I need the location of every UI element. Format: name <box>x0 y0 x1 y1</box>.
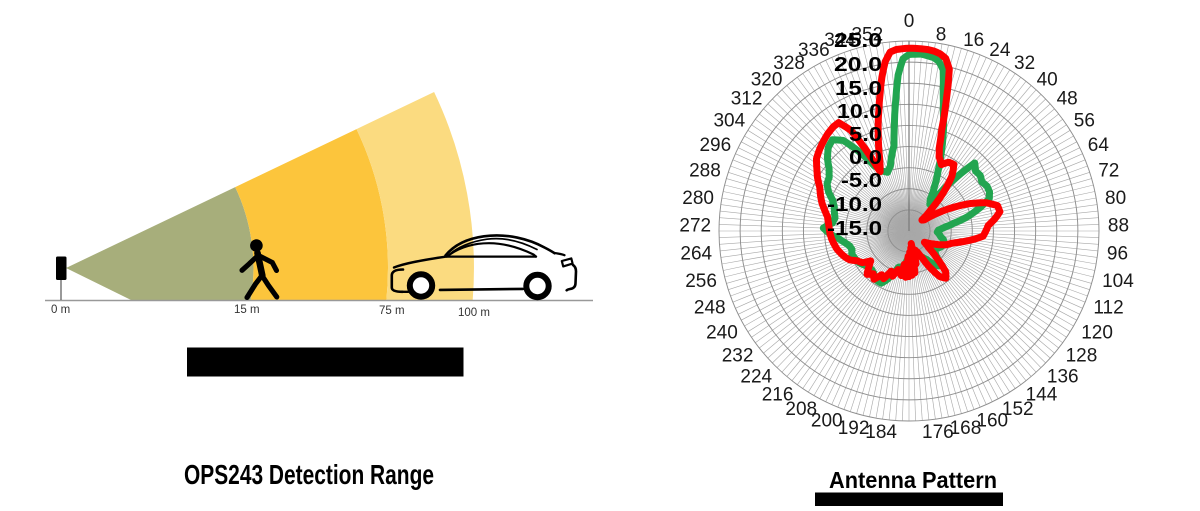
svg-text:64: 64 <box>1088 135 1110 156</box>
svg-text:280: 280 <box>682 188 714 209</box>
svg-text:136: 136 <box>1047 366 1079 387</box>
svg-text:240: 240 <box>706 323 738 344</box>
svg-text:152: 152 <box>1002 399 1034 420</box>
svg-text:75 m: 75 m <box>379 305 405 317</box>
svg-text:184: 184 <box>865 422 897 443</box>
svg-text:OPS243 Detection Range: OPS243 Detection Range <box>184 459 434 490</box>
svg-text:32: 32 <box>1014 53 1035 74</box>
svg-text:-15.0: -15.0 <box>827 218 882 240</box>
svg-text:5.0: 5.0 <box>849 124 882 146</box>
svg-text:-10.0: -10.0 <box>827 194 882 216</box>
svg-text:248: 248 <box>694 297 726 318</box>
svg-text:-5.0: -5.0 <box>841 170 882 192</box>
svg-text:208: 208 <box>785 399 817 420</box>
svg-text:224: 224 <box>740 366 772 387</box>
svg-text:100 m: 100 m <box>458 307 490 319</box>
svg-text:112: 112 <box>1093 297 1123 318</box>
svg-text:312: 312 <box>731 89 763 110</box>
svg-text:304: 304 <box>713 111 745 132</box>
svg-text:144: 144 <box>1026 384 1058 405</box>
svg-text:15.0: 15.0 <box>835 78 882 100</box>
svg-text:320: 320 <box>751 69 783 90</box>
svg-text:72: 72 <box>1098 161 1119 182</box>
svg-text:344: 344 <box>824 30 856 51</box>
svg-text:296: 296 <box>699 135 731 156</box>
svg-text:168: 168 <box>950 418 982 439</box>
svg-text:0.0: 0.0 <box>849 147 882 169</box>
svg-text:10.0: 10.0 <box>837 101 882 123</box>
svg-text:40: 40 <box>1037 69 1058 90</box>
svg-text:288: 288 <box>689 161 721 182</box>
svg-text:264: 264 <box>680 243 712 264</box>
svg-text:192: 192 <box>838 418 870 439</box>
svg-text:256: 256 <box>685 271 717 292</box>
svg-text:20.0: 20.0 <box>834 54 882 76</box>
svg-text:120: 120 <box>1081 323 1113 344</box>
svg-text:0 m: 0 m <box>51 304 70 316</box>
svg-text:88: 88 <box>1108 216 1129 237</box>
svg-text:328: 328 <box>773 53 805 74</box>
svg-text:Antenna Pattern: Antenna Pattern <box>829 467 997 493</box>
svg-text:80: 80 <box>1105 188 1126 209</box>
svg-text:160: 160 <box>976 410 1008 431</box>
svg-text:16: 16 <box>963 30 984 51</box>
svg-text:272: 272 <box>679 216 711 237</box>
svg-text:232: 232 <box>722 346 754 367</box>
svg-text:104: 104 <box>1102 271 1134 292</box>
svg-text:96: 96 <box>1107 243 1128 264</box>
svg-text:200: 200 <box>811 410 843 431</box>
svg-text:25.0: 25.0 <box>834 30 882 52</box>
svg-text:0: 0 <box>904 11 915 32</box>
svg-text:352: 352 <box>851 24 883 45</box>
svg-text:56: 56 <box>1074 111 1095 132</box>
svg-text:8: 8 <box>936 24 947 45</box>
svg-text:176: 176 <box>922 422 954 443</box>
svg-text:24: 24 <box>989 40 1011 61</box>
svg-text:128: 128 <box>1066 346 1098 367</box>
svg-text:48: 48 <box>1057 89 1078 110</box>
svg-text:15 m: 15 m <box>234 304 260 316</box>
svg-text:336: 336 <box>798 40 830 61</box>
svg-text:216: 216 <box>762 384 794 405</box>
